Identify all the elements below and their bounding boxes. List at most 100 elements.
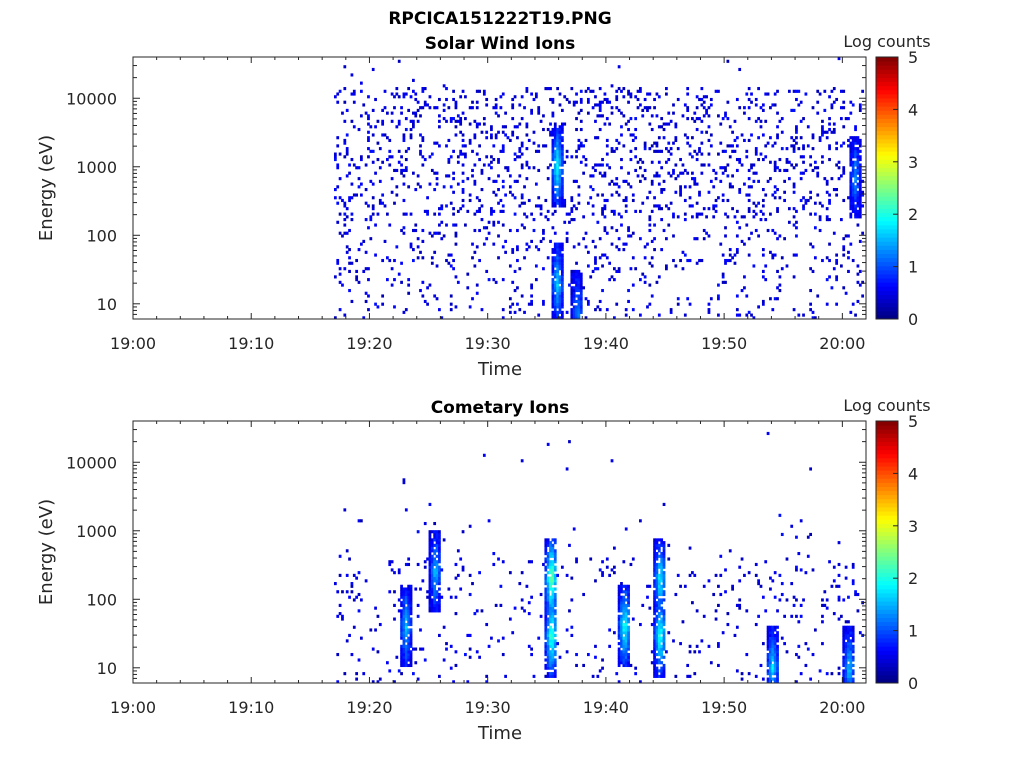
spectrogram-cell <box>560 256 564 260</box>
spectrogram-cell <box>407 562 411 567</box>
spectrogram-cell <box>549 601 552 605</box>
spectrogram-cell <box>341 617 344 621</box>
spectrogram-cell <box>577 278 581 282</box>
spectrogram-cell <box>693 119 697 123</box>
spectrogram-cell <box>662 592 666 597</box>
spectrogram-cell <box>416 530 420 534</box>
spectrogram-cell <box>653 592 656 597</box>
spectrogram-cell <box>546 620 550 624</box>
spectrogram-cell <box>825 278 829 282</box>
spectrogram-cell <box>549 644 552 648</box>
spectrogram-cell <box>828 218 831 222</box>
spectrogram-cell <box>556 250 560 254</box>
spectrogram-cell <box>530 283 533 287</box>
spectrogram-cell <box>371 133 375 137</box>
spectrogram-cell <box>627 182 630 186</box>
spectrogram-cell <box>847 256 850 260</box>
spectrogram-cell <box>558 267 562 271</box>
spectrogram-cell <box>362 269 366 274</box>
spectrogram-cell <box>551 650 555 654</box>
spectrogram-cell <box>359 182 363 186</box>
spectrogram-cell <box>575 207 578 211</box>
spectrogram-cell <box>575 155 578 159</box>
spectrogram-cell <box>719 122 723 126</box>
spectrogram-cell <box>792 190 796 194</box>
spectrogram-cell <box>546 633 550 638</box>
spectrogram-cell <box>404 633 408 638</box>
spectrogram-cell <box>409 133 413 137</box>
spectrogram-cell <box>341 198 344 203</box>
spectrogram-cell <box>404 661 408 665</box>
spectrogram-cell <box>407 291 411 295</box>
spectrogram-cell <box>655 666 659 670</box>
colorbar-swatch <box>876 572 898 578</box>
spectrogram-cell <box>551 538 555 542</box>
spectrogram-cell <box>549 666 552 670</box>
spectrogram-cell <box>407 642 411 646</box>
spectrogram-cell <box>851 201 855 205</box>
spectrogram-cell <box>390 111 394 115</box>
spectrogram-cell <box>402 650 406 654</box>
spectrogram-cell <box>849 242 853 246</box>
spectrogram-cell <box>506 136 510 140</box>
spectrogram-cell <box>404 601 408 605</box>
spectrogram-cell <box>558 130 562 134</box>
spectrogram-cell <box>643 141 647 145</box>
spectrogram-cell <box>376 305 380 309</box>
spectrogram-cell <box>589 174 593 178</box>
spectrogram-cell <box>553 179 557 183</box>
spectrogram-cell <box>409 119 413 123</box>
spectrogram-cell <box>527 644 531 648</box>
spectrogram-cell <box>553 127 557 132</box>
spectrogram-cell <box>551 201 555 205</box>
spectrogram-cell <box>657 549 661 553</box>
spectrogram-cell <box>627 628 630 632</box>
spectrogram-cell <box>809 196 813 200</box>
spectrogram-cell <box>551 283 555 287</box>
spectrogram-cell <box>657 562 661 567</box>
spectrogram-cell <box>854 590 857 594</box>
spectrogram-cell <box>400 644 403 648</box>
spectrogram-cell <box>620 658 623 662</box>
spectrogram-cell <box>735 313 739 317</box>
spectrogram-cell <box>381 108 385 112</box>
spectrogram-cell <box>565 239 569 243</box>
spectrogram-cell <box>676 215 680 219</box>
spectrogram-cell <box>556 297 560 301</box>
spectrogram-cell <box>435 549 439 553</box>
spectrogram-cell <box>454 275 458 279</box>
spectrogram-cell <box>558 305 562 309</box>
spectrogram-cell <box>811 310 815 314</box>
spectrogram-cell <box>650 182 654 186</box>
spectrogram-cell <box>551 652 555 657</box>
spectrogram-cell <box>492 157 496 162</box>
spectrogram-cell <box>594 655 597 659</box>
colorbar-swatch <box>876 163 898 169</box>
spectrogram-cell <box>657 644 661 648</box>
spectrogram-cell <box>556 179 560 183</box>
spectrogram-cell <box>627 612 630 616</box>
spectrogram-cell <box>669 201 673 205</box>
spectrogram-cell <box>565 628 569 632</box>
spectrogram-cell <box>849 669 853 673</box>
spectrogram-cell <box>776 125 779 129</box>
spectrogram-cell <box>761 248 765 252</box>
spectrogram-cell <box>551 264 555 268</box>
spectrogram-cell <box>627 647 630 651</box>
spectrogram-cell <box>657 620 661 624</box>
spectrogram-cell <box>549 163 552 167</box>
spectrogram-cell <box>452 267 455 271</box>
spectrogram-cell <box>544 644 548 648</box>
spectrogram-cell <box>615 138 619 143</box>
spectrogram-cell <box>636 160 640 164</box>
spectrogram-cell <box>752 209 756 213</box>
spectrogram-cell <box>572 288 576 293</box>
spectrogram-cell <box>714 573 718 577</box>
spectrogram-cell <box>776 639 779 643</box>
spectrogram-cell <box>771 672 775 676</box>
spectrogram-cell <box>844 674 848 678</box>
spectrogram-cell <box>842 89 846 93</box>
spectrogram-cell <box>348 228 351 233</box>
spectrogram-cell <box>735 157 739 162</box>
spectrogram-cell <box>627 633 630 638</box>
